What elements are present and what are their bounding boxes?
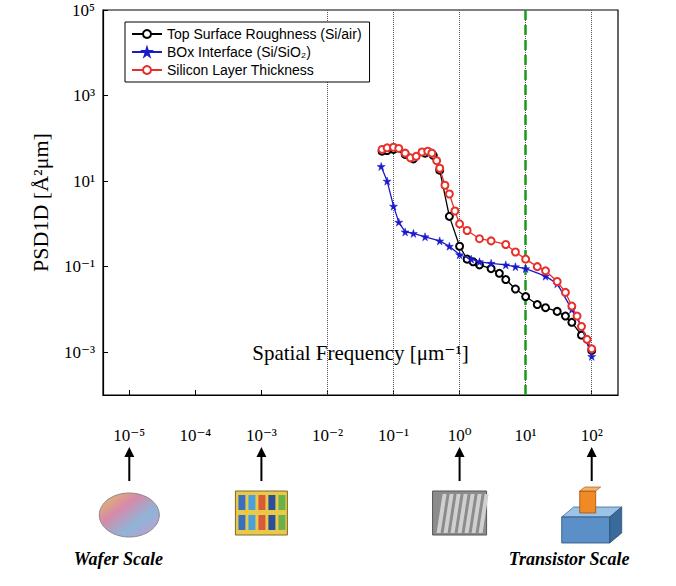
svg-text:10⁻¹: 10⁻¹ — [378, 426, 409, 445]
svg-text:10⁻¹: 10⁻¹ — [64, 257, 95, 276]
svg-text:Top Surface Roughness (Si/air): Top Surface Roughness (Si/air) — [167, 26, 362, 42]
svg-text:10⁻³: 10⁻³ — [246, 426, 277, 445]
svg-text:10⁻⁴: 10⁻⁴ — [179, 426, 211, 445]
svg-text:10²: 10² — [581, 426, 603, 445]
svg-text:Transistor Scale: Transistor Scale — [509, 549, 630, 569]
svg-text:10¹: 10¹ — [515, 426, 537, 445]
svg-text:10³: 10³ — [73, 86, 95, 105]
svg-text:10⁻³: 10⁻³ — [64, 343, 95, 362]
svg-text:10¹: 10¹ — [73, 172, 95, 191]
svg-text:Wafer Scale: Wafer Scale — [74, 549, 163, 569]
svg-text:10⁵: 10⁵ — [72, 1, 95, 20]
svg-text:BOx Interface (Si/SiO₂): BOx Interface (Si/SiO₂) — [167, 44, 311, 60]
svg-text:10⁻²: 10⁻² — [312, 426, 343, 445]
svg-text:Spatial Frequency [μm⁻¹]: Spatial Frequency [μm⁻¹] — [252, 341, 468, 365]
svg-text:Silicon Layer Thickness: Silicon Layer Thickness — [167, 62, 314, 78]
svg-text:10⁻⁵: 10⁻⁵ — [113, 426, 145, 445]
svg-text:PSD1D [Å²μm]: PSD1D [Å²μm] — [28, 133, 53, 272]
svg-text:10⁰: 10⁰ — [448, 426, 472, 445]
